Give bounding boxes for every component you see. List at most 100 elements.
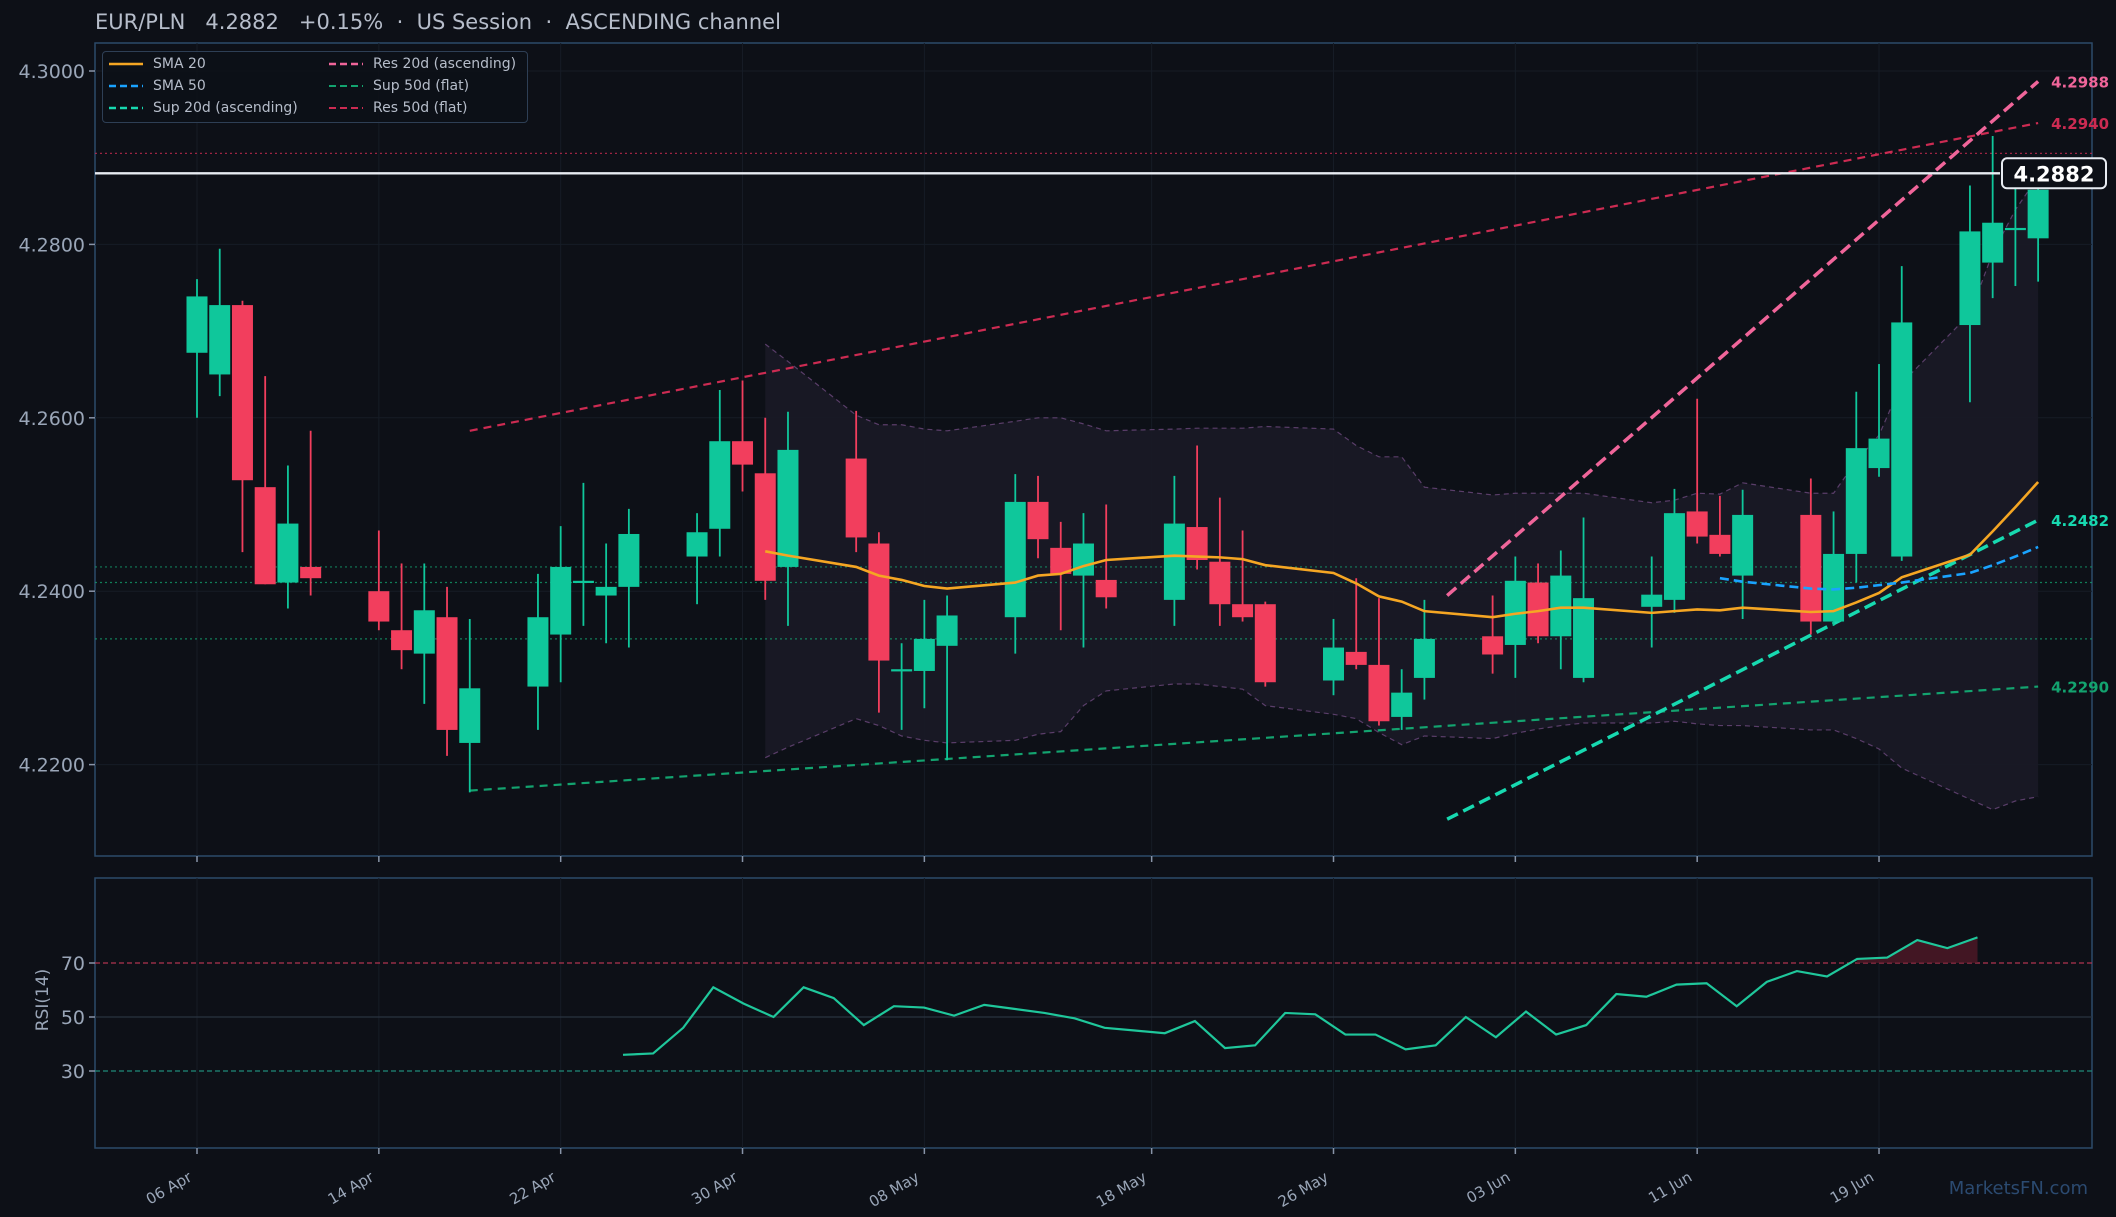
candle (1891, 266, 1913, 561)
legend-item-sup50: Sup 50d (flat) (329, 76, 469, 96)
candle-body (527, 617, 549, 687)
candle-body (868, 543, 890, 661)
y-tick-label: 4.2800 (19, 234, 85, 256)
candle (1413, 599, 1435, 700)
y-tick-label: 4.3000 (19, 61, 85, 83)
trendline-label: 4.2482 (2051, 512, 2109, 530)
x-tick-label: 19 Jun (1827, 1168, 1877, 1207)
candle-body (754, 473, 776, 581)
candle (1959, 185, 1981, 403)
legend-item-sma50: SMA 50 (109, 76, 206, 96)
candle-body (1050, 547, 1072, 574)
candle-body (618, 533, 640, 587)
candle (254, 376, 276, 585)
band-upper (764, 176, 2039, 504)
candle-body (2004, 227, 2026, 231)
candle (1868, 364, 1890, 477)
x-tick-label: 26 May (1275, 1168, 1332, 1211)
candle-body (1868, 438, 1890, 469)
candle (709, 390, 731, 557)
candle (1732, 489, 1754, 619)
rsi-y-tick-label: 50 (61, 1007, 85, 1029)
candle-body (1323, 647, 1344, 681)
candle (459, 618, 481, 793)
trendline (469, 685, 2039, 792)
candle (618, 508, 640, 648)
x-tick-label: 30 Apr (688, 1167, 741, 1208)
candle-body (300, 566, 322, 579)
candle (891, 643, 913, 730)
candle-body (732, 441, 754, 465)
candle-body (595, 586, 617, 596)
current-price-tag (2001, 157, 2107, 190)
candle (436, 586, 458, 756)
rsi-y-tick-label: 30 (61, 1061, 85, 1083)
candle (1641, 556, 1663, 648)
rsi-axis-label: RSI(14) (33, 969, 53, 1032)
candle (1391, 669, 1413, 730)
candle (595, 543, 617, 644)
candle (572, 482, 594, 626)
candle-body (1959, 231, 1981, 326)
band-fill (765, 176, 2039, 810)
candle-body (891, 669, 913, 672)
candle (550, 526, 572, 683)
candle-body (1573, 598, 1595, 678)
candle-body (1163, 523, 1185, 600)
rsi-y-tick-label: 70 (61, 953, 85, 975)
candle (913, 599, 935, 709)
candle-body (1686, 511, 1708, 537)
candle-body (1982, 222, 2004, 263)
candle-body (1186, 527, 1208, 560)
legend-label: SMA 20 (153, 56, 206, 72)
candle (1345, 578, 1367, 670)
candle-body (368, 591, 390, 622)
candle-body (436, 617, 458, 730)
x-tick-label: 03 Jun (1463, 1168, 1513, 1207)
legend-item-sma20: SMA 20 (109, 54, 206, 74)
candle (1323, 618, 1344, 696)
legend-label: Sup 50d (flat) (373, 78, 470, 94)
candle (391, 563, 413, 670)
candle (1845, 391, 1867, 583)
candle (231, 300, 253, 553)
candle-body (231, 305, 253, 481)
x-tick-label: 06 Apr (143, 1167, 196, 1208)
candle (1800, 478, 1822, 635)
candle-body (1254, 604, 1276, 683)
candle-body (1209, 561, 1231, 605)
legend-item-res50: Res 50d (flat) (329, 98, 467, 118)
candle-body (459, 688, 481, 743)
candle-body (1027, 501, 1049, 540)
trendline (1446, 80, 2040, 597)
rsi-overbought-fill (1857, 937, 1978, 963)
candle (1709, 495, 1731, 557)
trendline-label: 4.2940 (2051, 115, 2109, 133)
legend-label: Res 50d (flat) (373, 100, 468, 116)
candle (1368, 598, 1390, 726)
candle-body (1345, 651, 1367, 665)
candle-body (1663, 513, 1685, 600)
candle-body (1709, 534, 1731, 554)
candle (1163, 475, 1185, 626)
sma50-line (1719, 545, 2039, 591)
candle-body (1845, 448, 1867, 554)
current-price-label: 4.2882 (2013, 162, 2094, 186)
candle (1573, 517, 1595, 683)
candle (527, 573, 549, 730)
candle-body (1732, 514, 1754, 576)
legend-label: Sup 20d (ascending) (153, 100, 298, 116)
candle (2027, 183, 2049, 282)
candle (686, 513, 708, 605)
candle (1663, 488, 1685, 613)
candle-body (1800, 514, 1822, 622)
trendline-label: 4.2988 (2051, 73, 2109, 91)
candle-body (1550, 575, 1572, 637)
candle (1982, 136, 2004, 299)
candle-body (845, 458, 867, 538)
candle-body (572, 580, 594, 583)
candle (300, 430, 322, 596)
candle (209, 248, 231, 397)
candle (277, 465, 299, 609)
x-tick-label: 18 May (1093, 1168, 1150, 1211)
